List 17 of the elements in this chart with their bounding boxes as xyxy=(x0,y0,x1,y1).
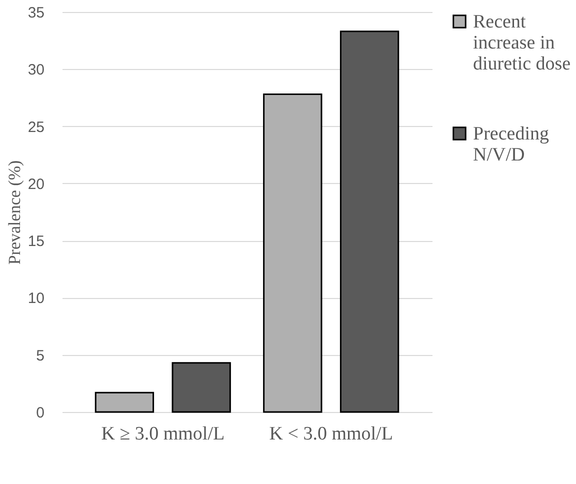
y-tick-label: 35 xyxy=(28,4,44,22)
y-tick-label: 15 xyxy=(28,233,44,250)
y-tick-label: 5 xyxy=(36,347,44,364)
y-tick-label: 25 xyxy=(28,118,44,136)
bar xyxy=(340,30,400,413)
y-tick-label: 30 xyxy=(28,62,44,79)
y-tick-label: 0 xyxy=(36,404,44,422)
x-tick-label: K < 3.0 mmol/L xyxy=(269,424,393,444)
y-axis-title: Prevalence (%) xyxy=(4,160,24,265)
y-tick-label: 10 xyxy=(28,290,44,308)
bar xyxy=(94,392,154,413)
x-tick-label: K ≥ 3.0 mmol/L xyxy=(101,424,225,444)
bar xyxy=(263,94,322,413)
y-tick-label: 20 xyxy=(28,176,44,193)
legend-label: Recent increase in diuretic dose xyxy=(473,12,571,74)
bar xyxy=(172,362,231,413)
legend-label: Preceding N/V/D xyxy=(473,124,550,166)
